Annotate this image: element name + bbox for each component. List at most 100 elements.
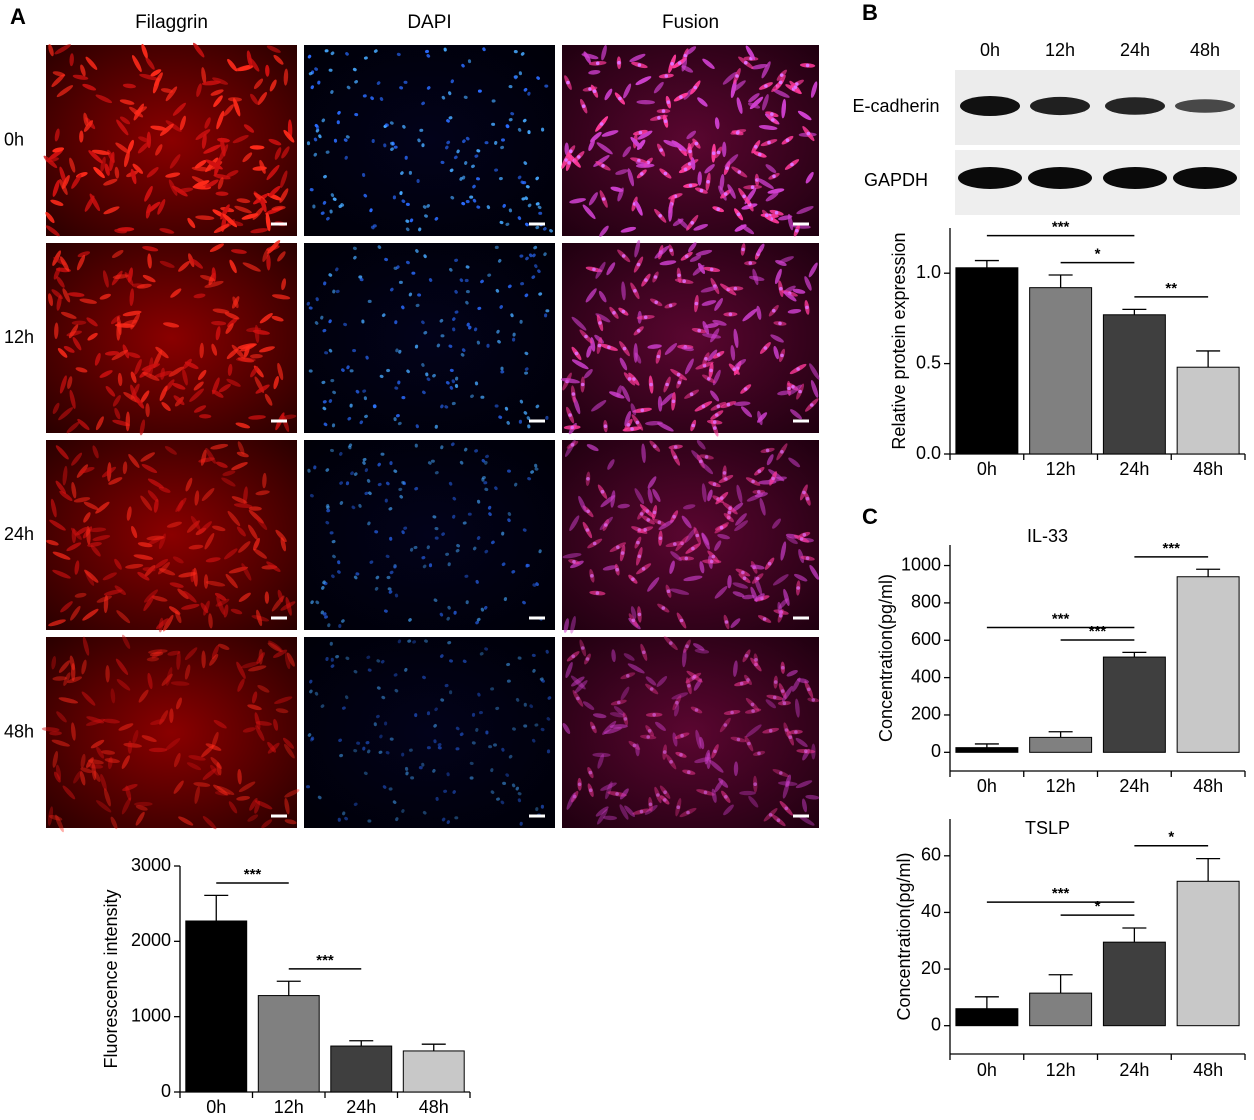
- cell: [223, 104, 234, 117]
- cell: [393, 564, 397, 568]
- cell: [486, 205, 491, 210]
- cell: [770, 334, 784, 343]
- cell: [344, 155, 348, 160]
- cell: [52, 402, 60, 415]
- cell: [539, 677, 544, 681]
- cell: [309, 689, 313, 694]
- cell: [128, 454, 140, 468]
- micrograph: [304, 243, 555, 433]
- cell: [119, 116, 131, 125]
- significance-label: ***: [1089, 623, 1107, 640]
- cell: [73, 497, 91, 503]
- cell: [426, 377, 431, 381]
- cell: [446, 140, 451, 145]
- cell: [441, 817, 446, 822]
- cell: [671, 692, 689, 700]
- nucleus: [716, 207, 720, 211]
- cell: [544, 84, 549, 88]
- cell: [786, 536, 798, 545]
- cell: [682, 648, 687, 668]
- cell: [490, 768, 494, 773]
- cell: [216, 762, 222, 776]
- cell: [201, 133, 207, 149]
- cell: [444, 683, 449, 688]
- cell: [412, 640, 417, 644]
- nucleus: [656, 354, 661, 359]
- cell: [578, 495, 587, 513]
- cell: [230, 608, 243, 615]
- cell: [688, 242, 697, 253]
- cell: [249, 353, 263, 359]
- cell: [373, 49, 378, 53]
- cell: [187, 217, 196, 229]
- cell: [205, 159, 223, 170]
- nucleus: [788, 735, 793, 739]
- nucleus: [688, 183, 693, 188]
- nucleus: [639, 512, 644, 516]
- nucleus: [569, 149, 573, 153]
- cell: [332, 554, 336, 559]
- nucleus: [704, 455, 709, 459]
- cell: [216, 110, 225, 130]
- bar: [1102, 941, 1166, 1027]
- nucleus: [742, 576, 747, 580]
- bar: [955, 267, 1019, 455]
- cell: [243, 486, 248, 504]
- cell: [114, 166, 120, 179]
- x-tick-label: 24h: [1119, 776, 1149, 796]
- cell: [463, 95, 468, 99]
- cell: [414, 344, 419, 349]
- cell: [221, 477, 236, 487]
- cell: [519, 254, 524, 258]
- cell: [730, 618, 741, 628]
- cell: [337, 560, 341, 565]
- nucleus: [585, 528, 590, 532]
- cell: [310, 85, 314, 90]
- cell: [733, 328, 739, 349]
- cell: [393, 673, 398, 677]
- cell: [408, 748, 413, 752]
- cell: [75, 367, 88, 373]
- cell: [397, 639, 402, 644]
- nucleus: [780, 353, 784, 358]
- nucleus: [631, 577, 635, 581]
- significance-label: *: [1168, 829, 1174, 846]
- cell: [619, 804, 629, 820]
- cell: [613, 705, 625, 716]
- cell: [345, 52, 349, 56]
- nucleus: [581, 646, 585, 650]
- cell: [389, 121, 394, 125]
- cell: [248, 509, 264, 524]
- cell: [215, 461, 228, 468]
- cell: [50, 199, 64, 206]
- nucleus: [680, 541, 684, 546]
- significance-label: ***: [1052, 611, 1070, 628]
- cell: [173, 395, 185, 406]
- nucleus: [719, 526, 724, 530]
- nucleus: [570, 443, 575, 447]
- cell: [672, 732, 678, 747]
- cell: [379, 734, 383, 739]
- cell: [379, 374, 384, 379]
- cell: [224, 312, 240, 320]
- cell: [449, 659, 453, 663]
- cell: [153, 349, 163, 369]
- cell: [59, 178, 68, 196]
- cell: [252, 206, 264, 220]
- nucleus: [615, 792, 619, 796]
- nucleus: [771, 118, 775, 122]
- cell: [256, 652, 265, 664]
- nucleus: [679, 95, 683, 99]
- cell: [471, 164, 475, 169]
- cell: [147, 672, 153, 690]
- cell: [409, 547, 414, 552]
- nucleus: [780, 450, 784, 454]
- nucleus: [796, 586, 800, 590]
- nucleus: [802, 490, 806, 495]
- cell: [317, 80, 321, 85]
- cell: [433, 723, 437, 728]
- cell: [83, 512, 91, 523]
- cell: [130, 525, 138, 539]
- cell: [161, 673, 173, 686]
- cell: [781, 685, 793, 703]
